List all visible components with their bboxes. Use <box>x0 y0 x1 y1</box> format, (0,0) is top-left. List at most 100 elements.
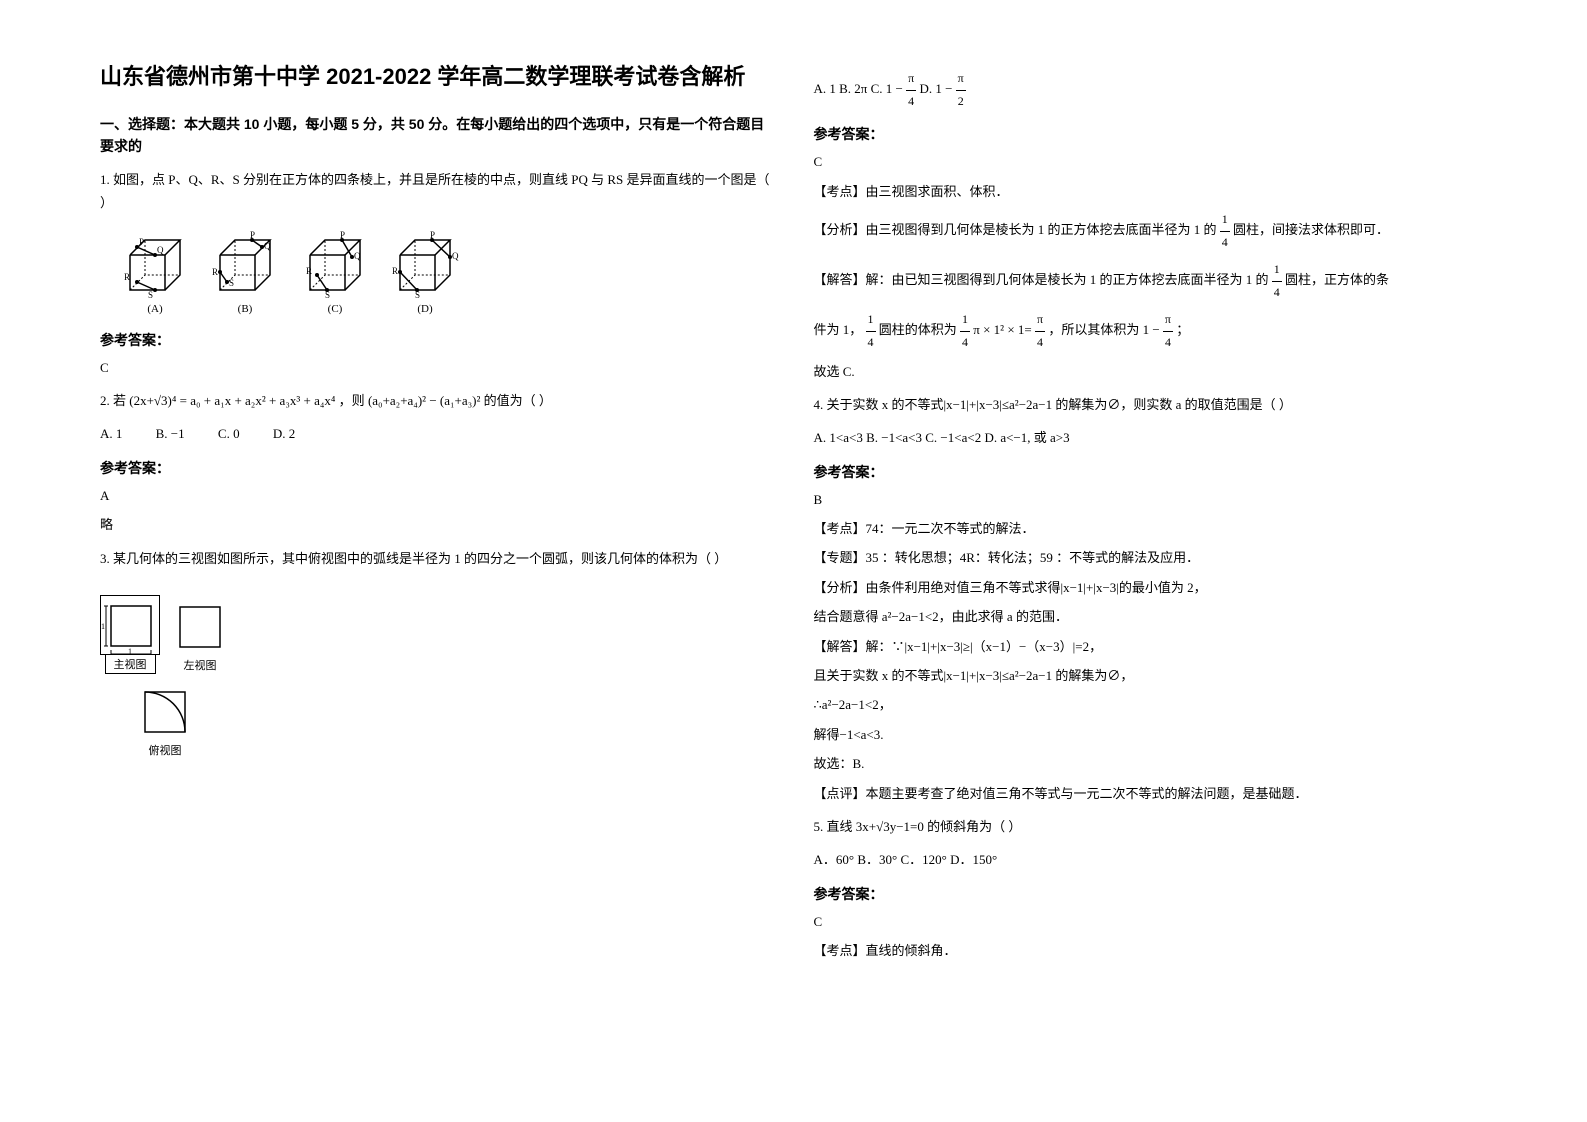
front-view-label: 主视图 <box>105 654 156 674</box>
cube-d: P Q R S (D) <box>390 230 460 315</box>
cube-d-label: (D) <box>417 303 432 315</box>
q3-tag2-prefix: 【分析】由三视图得到几何体是棱长为 1 的正方体挖去底面半径为 1 的 <box>814 222 1217 237</box>
q3-tag4: 件为 1， 14 圆柱的体积为 14 π × 1² × 1= π4 ，所以其体积… <box>814 309 1488 353</box>
right-column: A. 1 B. 2π C. 1 − π4 D. 1 − π2 参考答案： C 【… <box>794 60 1508 1062</box>
cube-c-svg: P Q R S <box>300 230 370 300</box>
q1-answer-label: 参考答案： <box>100 330 774 350</box>
q3-tag3-suffix: 圆柱，正方体的条 <box>1285 272 1389 287</box>
svg-text:Q: Q <box>264 241 271 251</box>
q1-answer: C <box>100 356 774 379</box>
q3-tag5: 故选 C. <box>814 360 1488 383</box>
q3-tag2-frac: 14 <box>1220 209 1230 253</box>
svg-text:P: P <box>340 230 345 240</box>
q5-answer-label: 参考答案： <box>814 884 1488 904</box>
q3-tag4-mid1: 圆柱的体积为 <box>879 322 957 337</box>
q4-tag6: 且关于实数 x 的不等式|x−1|+|x−3|≤a²−2a−1 的解集为∅， <box>814 664 1488 687</box>
q1-cubes: P Q R S (A) P Q R S <box>100 230 774 315</box>
q2-opt-d: D. 2 <box>273 422 295 445</box>
q2-suffix: 的值为（ ） <box>484 393 552 408</box>
front-view-svg: 1 1 <box>100 595 160 655</box>
svg-text:R: R <box>306 266 312 276</box>
cube-d-svg: P Q R S <box>390 230 460 300</box>
q3-text: 3. 某几何体的三视图如图所示，其中俯视图中的弧线是半径为 1 的四分之一个圆弧… <box>100 547 774 570</box>
q5-tag1: 【考点】直线的倾斜角． <box>814 939 1488 962</box>
q2-formula2: (a₀+a₂+a₄)² − (a₁+a₃)² <box>368 393 480 408</box>
cube-a-label: (A) <box>147 303 162 315</box>
q2-answer-label: 参考答案： <box>100 458 774 478</box>
q4-tag4: 结合题意得 a²−2a−1<2，由此求得 a 的范围． <box>814 605 1488 628</box>
q3-opt-c-frac: π4 <box>906 68 916 112</box>
q4-tag1: 【考点】74：一元二次不等式的解法． <box>814 517 1488 540</box>
svg-text:S: S <box>229 278 234 288</box>
q2-note: 略 <box>100 513 774 536</box>
q3-tag3-prefix: 【解答】解：由已知三视图得到几何体是棱长为 1 的正方体挖去底面半径为 1 的 <box>814 272 1269 287</box>
q4-tag5: 【解答】解：∵|x−1|+|x−3|≥|（x−1）−（x−3）|=2， <box>814 635 1488 658</box>
q4-tag7: ∴a²−2a−1<2， <box>814 693 1488 716</box>
q2-formula1: (2x+√3)⁴ = a₀ + a₁x + a₂x² + a₃x³ + a₄x⁴ <box>129 393 335 408</box>
q4-tag9: 故选：B. <box>814 752 1488 775</box>
q2-opt-a: A. 1 <box>100 422 122 445</box>
q3-tag3-frac: 14 <box>1272 259 1282 303</box>
q2-options: A. 1 B. −1 C. 0 D. 2 <box>100 422 774 445</box>
q4-text: 4. 关于实数 x 的不等式|x−1|+|x−3|≤a²−2a−1 的解集为∅，… <box>814 393 1488 416</box>
svg-text:S: S <box>148 290 153 300</box>
q3-tag1: 【考点】由三视图求面积、体积． <box>814 180 1488 203</box>
q4-tag3: 【分析】由条件利用绝对值三角不等式求得|x−1|+|x−3|的最小值为 2， <box>814 576 1488 599</box>
side-view-svg <box>170 597 230 657</box>
q2-opt-c: C. 0 <box>218 422 240 445</box>
cube-b-label: (B) <box>238 303 253 315</box>
q3-opt-d-frac: π2 <box>956 68 966 112</box>
q2-opt-b: B. −1 <box>156 422 185 445</box>
q2-prefix: 2. 若 <box>100 393 126 408</box>
q4-answer-label: 参考答案： <box>814 462 1488 482</box>
cube-c: P Q R S (C) <box>300 230 370 315</box>
page-title: 山东省德州市第十中学 2021-2022 学年高二数学理联考试卷含解析 <box>100 60 774 93</box>
q3-options: A. 1 B. 2π C. 1 − π4 D. 1 − π2 <box>814 68 1488 112</box>
q4-tag2: 【专题】35 ：转化思想；4R：转化法；59 ：不等式的解法及应用． <box>814 546 1488 569</box>
q3-tag4-mid3: ，所以其体积为 1 − <box>1048 322 1159 337</box>
q1-text: 1. 如图，点 P、Q、R、S 分别在正方体的四条棱上，并且是所在棱的中点，则直… <box>100 168 774 215</box>
svg-text:R: R <box>124 272 130 282</box>
q5-text: 5. 直线 3x+√3y−1=0 的倾斜角为（ ） <box>814 815 1488 838</box>
svg-text:1: 1 <box>101 622 105 631</box>
svg-text:Q: Q <box>157 245 164 255</box>
q2-answer: A <box>100 484 774 507</box>
svg-text:Q: Q <box>452 251 459 261</box>
q4-tag10: 【点评】本题主要考查了绝对值三角不等式与一元二次不等式的解法问题，是基础题． <box>814 782 1488 805</box>
q2-text: 2. 若 (2x+√3)⁴ = a₀ + a₁x + a₂x² + a₃x³ +… <box>100 389 774 412</box>
svg-text:R: R <box>392 266 398 276</box>
top-view-label: 俯视图 <box>141 741 190 759</box>
svg-text:S: S <box>415 290 420 300</box>
svg-text:Q: Q <box>354 251 361 261</box>
side-view: 左视图 <box>170 597 230 674</box>
q3-answer-label: 参考答案： <box>814 124 1488 144</box>
q3-tag2-suffix: 圆柱，间接法求体积即可． <box>1233 222 1389 237</box>
left-column: 山东省德州市第十中学 2021-2022 学年高二数学理联考试卷含解析 一、选择… <box>80 60 794 1062</box>
cube-b-svg: P Q R S <box>210 230 280 300</box>
top-view: 俯视图 <box>100 682 230 759</box>
q4-tag8: 解得−1<a<3. <box>814 723 1488 746</box>
q3-tag4-mid2: π × 1² × 1= <box>973 322 1031 337</box>
cube-a: P Q R S (A) <box>120 230 190 315</box>
svg-text:P: P <box>250 230 255 240</box>
q2-mid: ，则 <box>339 393 365 408</box>
svg-text:P: P <box>139 237 144 247</box>
q3-opt-d-label: D. 1 − <box>919 81 952 96</box>
q4-options: A. 1<a<3 B. −1<a<3 C. −1<a<2 D. a<−1, 或 … <box>814 426 1488 449</box>
q5-answer: C <box>814 910 1488 933</box>
svg-text:S: S <box>325 290 330 300</box>
q5-options: A．60° B．30° C．120° D．150° <box>814 848 1488 871</box>
q3-tag3: 【解答】解：由已知三视图得到几何体是棱长为 1 的正方体挖去底面半径为 1 的 … <box>814 259 1488 303</box>
q3-answer: C <box>814 150 1488 173</box>
q3-tag4-suffix: ； <box>1176 322 1189 337</box>
top-view-svg <box>135 682 195 742</box>
side-view-label: 左视图 <box>176 656 225 674</box>
q3-opts-prefix: A. 1 B. 2π C. 1 − <box>814 81 903 96</box>
q3-views: 1 1 主视图 左视图 俯视图 <box>100 595 230 759</box>
section-title: 一、选择题：本大题共 10 小题，每小题 5 分，共 50 分。在每小题给出的四… <box>100 113 774 158</box>
q3-tag4-prefix: 件为 1， <box>814 322 863 337</box>
svg-text:P: P <box>430 230 435 240</box>
q3-tag2: 【分析】由三视图得到几何体是棱长为 1 的正方体挖去底面半径为 1 的 14 圆… <box>814 209 1488 253</box>
cube-b: P Q R S (B) <box>210 230 280 315</box>
cube-c-label: (C) <box>328 303 343 315</box>
